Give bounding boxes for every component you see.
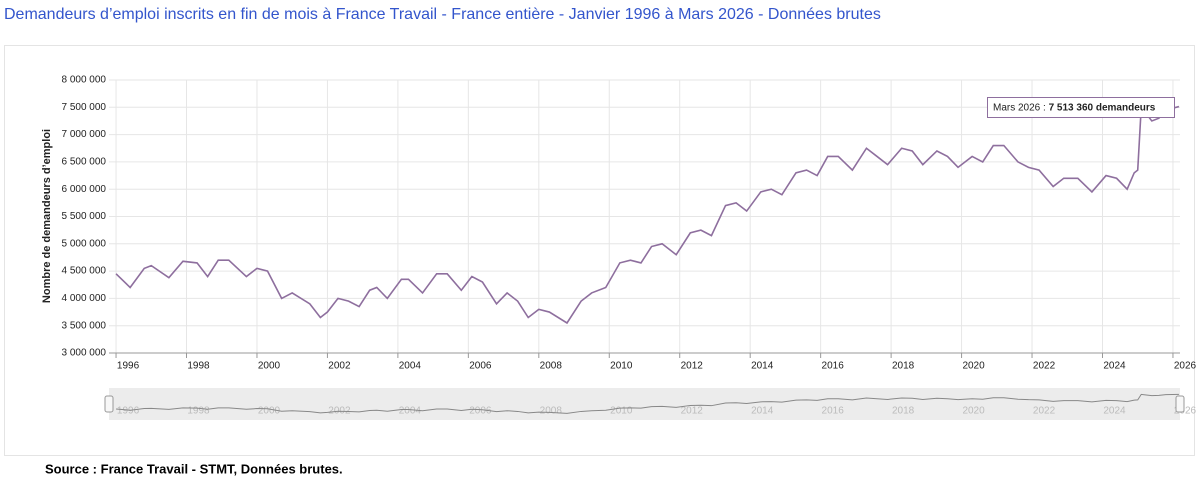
y-tick-label: 7 000 000	[62, 129, 107, 140]
x-tick-label: 2020	[962, 361, 985, 372]
x-tick-label: 1998	[187, 361, 210, 372]
navigator-label: 2004	[399, 406, 422, 417]
series-line	[115, 105, 1180, 325]
navigator-handle	[104, 395, 114, 413]
chart-title: Demandeurs d’emploi inscrits en fin de m…	[4, 6, 881, 23]
navigator-label: 2014	[751, 406, 774, 417]
x-tick-label: 2024	[1103, 361, 1126, 372]
navigator-line	[116, 393, 1179, 414]
navigator-label: 2018	[892, 406, 915, 417]
chart-frame	[4, 45, 1195, 456]
y-axis-title: Nombre de demandeurs d’emploi	[41, 129, 53, 303]
grid: 3 000 000 3 500 000 4 000 000 4 500 000 5 00…	[62, 75, 1197, 372]
tooltip-box	[987, 97, 1175, 118]
navigator-label: 2000	[258, 406, 281, 417]
navigator-label: 1998	[187, 406, 210, 417]
tooltip-text: Mars 2026 : 7 513 360 demandeurs	[993, 102, 1156, 113]
x-tick-label: 1996	[117, 361, 140, 372]
x-tick-label: 2018	[892, 361, 915, 372]
x-tick-label: 2008	[540, 361, 563, 372]
y-tick-label: 4 500 000	[62, 266, 107, 277]
navigator-label: 2008	[540, 406, 563, 417]
y-tick-label: 7 500 000	[62, 102, 107, 113]
tooltip-value: 7 513 360 demandeurs	[1049, 102, 1156, 113]
navigator-label: 2006	[469, 406, 492, 417]
y-tick-label: 6 000 000	[62, 184, 107, 195]
x-tick-label: 2004	[399, 361, 422, 372]
navigator-label: 2026	[1174, 406, 1197, 417]
navigator-handle	[1175, 395, 1185, 413]
x-tick-label: 2002	[328, 361, 351, 372]
x-tick-label: 2022	[1033, 361, 1056, 372]
navigator-label: 1996	[117, 406, 140, 417]
navigator-label: 2024	[1103, 406, 1126, 417]
navigator-band	[109, 388, 1180, 420]
x-tick-label: 2000	[258, 361, 281, 372]
y-tick-label: 5 000 000	[62, 238, 107, 249]
tooltip: Mars 2026 : 7 513 360 demandeurs	[987, 97, 1175, 118]
x-tick-label: 2014	[751, 361, 774, 372]
y-tick-label: 6 500 000	[62, 157, 107, 168]
navigator: 1996 1998 2000 2002 2004 2006 2008 2010 2012 2014…	[104, 388, 1197, 420]
x-tick-label: 2012	[681, 361, 704, 372]
x-tick-label: 2016	[822, 361, 845, 372]
x-tick-label: 2006	[469, 361, 492, 372]
tooltip-label: Mars 2026 :	[993, 102, 1046, 113]
x-tick-label: 2010	[610, 361, 633, 372]
navigator-label: 2020	[962, 406, 985, 417]
navigator-label: 2010	[610, 406, 633, 417]
y-tick-label: 4 000 000	[62, 293, 107, 304]
y-tick-label: 8 000 000	[62, 75, 107, 86]
source: Source : France Travail - STMT, Données …	[45, 461, 343, 476]
navigator-label: 2022	[1033, 406, 1056, 417]
navigator-label: 2016	[822, 406, 845, 417]
y-tick-label: 3 500 000	[62, 320, 107, 331]
plot	[115, 105, 1180, 325]
y-tick-label: 5 500 000	[62, 211, 107, 222]
y-tick-label: 3 000 000	[62, 348, 107, 359]
navigator-label: 2012	[681, 406, 704, 417]
x-tick-label: 2026	[1174, 361, 1197, 372]
